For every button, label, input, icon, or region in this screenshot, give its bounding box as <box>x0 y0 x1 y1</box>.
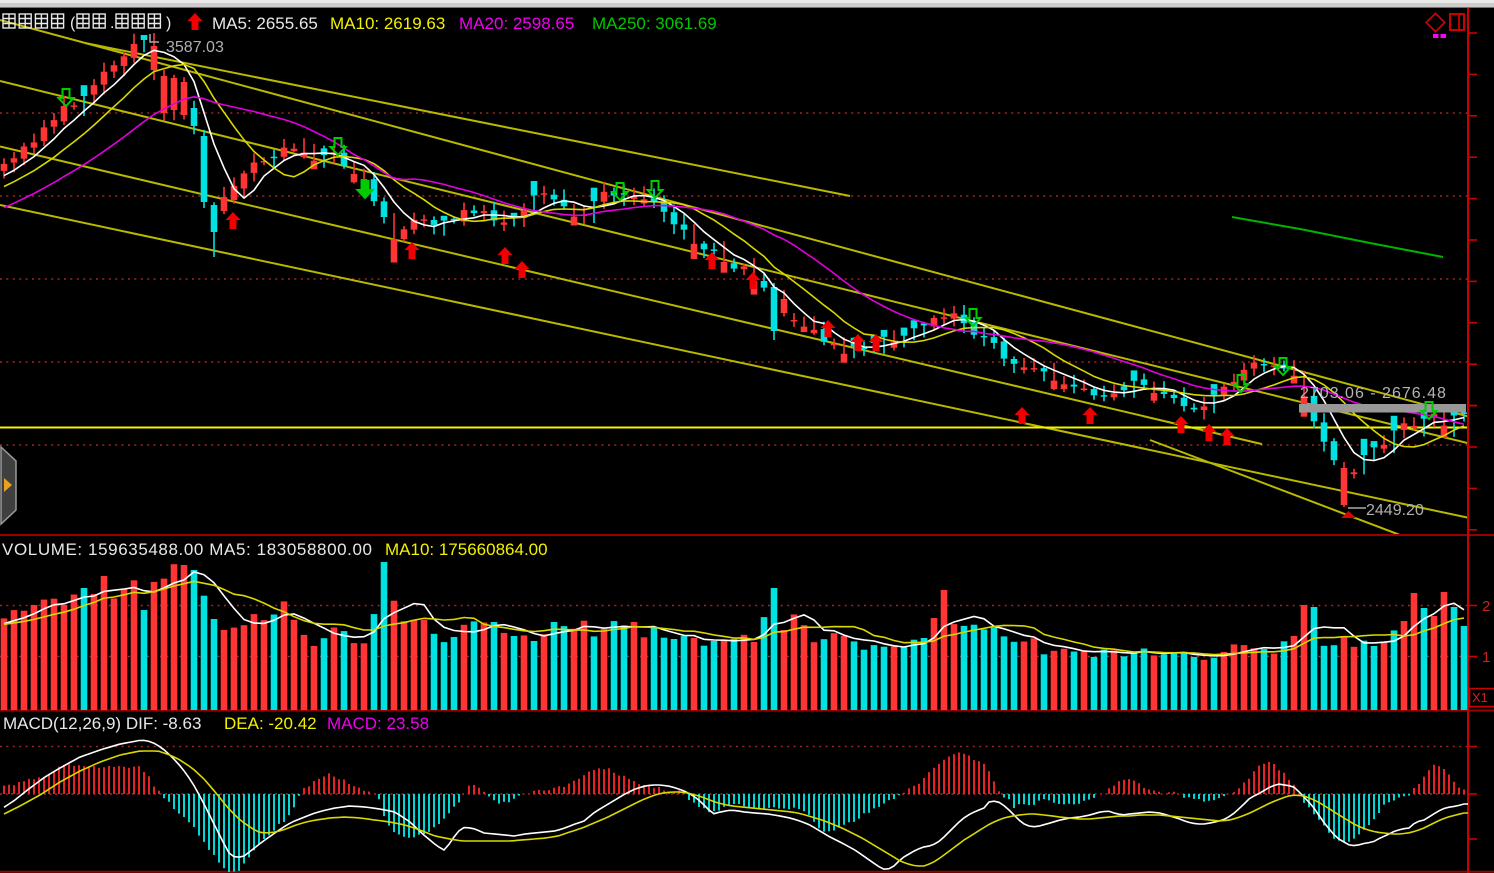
svg-text:(: ( <box>70 15 76 32</box>
svg-text:2: 2 <box>1482 598 1490 615</box>
svg-text:MACD: 23.58: MACD: 23.58 <box>327 714 429 733</box>
svg-text:2703.06 - 2676.48: 2703.06 - 2676.48 <box>1300 385 1447 402</box>
svg-text:VOLUME: 159635488.00 MA5: 183: VOLUME: 159635488.00 MA5: 183058800.00 <box>2 540 373 559</box>
svg-text:MA20: 2598.65: MA20: 2598.65 <box>459 14 574 33</box>
svg-text:DEA: -20.42: DEA: -20.42 <box>224 714 317 733</box>
svg-text:): ) <box>166 15 171 32</box>
svg-text:MA10: 175660864.00: MA10: 175660864.00 <box>385 540 548 559</box>
svg-text:1: 1 <box>1482 649 1490 666</box>
svg-text:MA5: 2655.65: MA5: 2655.65 <box>212 14 318 33</box>
svg-text:MACD(12,26,9) DIF: -8.63: MACD(12,26,9) DIF: -8.63 <box>3 714 201 733</box>
svg-text:MA250: 3061.69: MA250: 3061.69 <box>592 14 717 33</box>
svg-text:3587.03: 3587.03 <box>166 39 224 56</box>
svg-text:2449.20: 2449.20 <box>1366 502 1424 519</box>
svg-text:X1: X1 <box>1472 690 1488 705</box>
svg-text:MA10: 2619.63: MA10: 2619.63 <box>330 14 445 33</box>
svg-text:.: . <box>110 15 114 32</box>
